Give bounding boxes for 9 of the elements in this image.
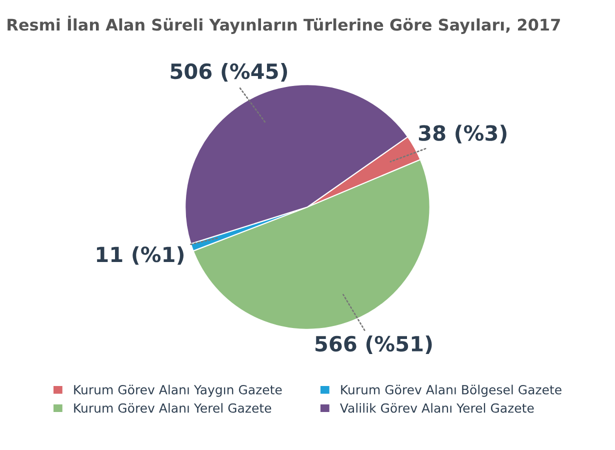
data-label: 566 (%51) <box>316 335 432 354</box>
legend-label: Kurum Görev Alanı Yerel Gazete <box>74 403 272 413</box>
legend-label: Kurum Görev Alanı Bölgesel Gazete <box>341 384 562 397</box>
chart-title: Resmi İlan Alan Süreli Yayınların Türlerine Göre Sayıları, 2017 <box>8 16 560 34</box>
data-label: 506 (%45) <box>170 63 288 82</box>
data-label: 38 (%3) <box>418 124 506 144</box>
legend-label: Kurum Görev Alanı Yaygın Gazete <box>74 384 282 397</box>
legend-label: Valilik Görev Alanı Yerel Gazete <box>340 403 534 413</box>
data-label: 11 (%1) <box>96 246 184 265</box>
